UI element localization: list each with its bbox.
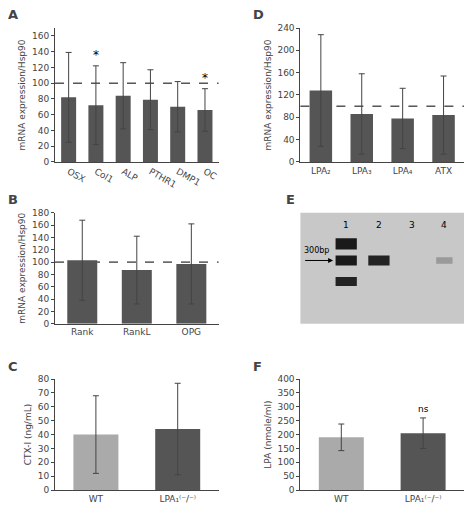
svg-text:200: 200 bbox=[277, 430, 294, 440]
svg-text:140: 140 bbox=[32, 233, 49, 243]
svg-text:LPA (nmole/ml): LPA (nmole/ml) bbox=[263, 400, 273, 468]
svg-text:RankL: RankL bbox=[123, 327, 151, 337]
svg-text:180: 180 bbox=[32, 208, 49, 218]
svg-text:120: 120 bbox=[32, 245, 49, 255]
svg-text:200: 200 bbox=[277, 45, 294, 55]
svg-text:300bp: 300bp bbox=[304, 246, 329, 255]
svg-text:100: 100 bbox=[277, 457, 294, 467]
svg-text:Rank: Rank bbox=[71, 327, 94, 337]
svg-text:Col1: Col1 bbox=[93, 166, 115, 185]
svg-text:160: 160 bbox=[32, 220, 49, 230]
svg-text:1: 1 bbox=[343, 220, 349, 230]
svg-text:120: 120 bbox=[32, 63, 49, 73]
svg-text:50: 50 bbox=[283, 471, 295, 481]
svg-text:OSX: OSX bbox=[65, 166, 86, 184]
svg-text:LPA₂: LPA₂ bbox=[311, 166, 331, 176]
svg-text:80: 80 bbox=[38, 94, 50, 104]
svg-text:LPA₁⁽⁻/⁻⁾: LPA₁⁽⁻/⁻⁾ bbox=[405, 494, 442, 504]
svg-text:80: 80 bbox=[283, 112, 295, 122]
svg-text:150: 150 bbox=[277, 444, 294, 454]
svg-text:*: * bbox=[202, 71, 208, 85]
svg-text:mRNA expression/Hsp90: mRNA expression/Hsp90 bbox=[17, 212, 27, 323]
svg-text:0: 0 bbox=[43, 157, 49, 167]
svg-text:E: E bbox=[286, 192, 295, 207]
svg-text:A: A bbox=[8, 7, 18, 22]
svg-text:60: 60 bbox=[38, 402, 50, 412]
svg-text:F: F bbox=[253, 359, 262, 374]
svg-text:D: D bbox=[253, 7, 264, 22]
svg-text:20: 20 bbox=[38, 307, 50, 317]
svg-text:DMP1: DMP1 bbox=[174, 166, 201, 188]
svg-text:B: B bbox=[8, 192, 18, 207]
svg-text:0: 0 bbox=[289, 485, 295, 495]
svg-text:400: 400 bbox=[277, 374, 294, 384]
svg-text:10: 10 bbox=[38, 471, 50, 481]
svg-text:100: 100 bbox=[32, 78, 49, 88]
svg-text:C: C bbox=[8, 359, 18, 374]
svg-text:ALP: ALP bbox=[120, 166, 140, 183]
svg-text:40: 40 bbox=[38, 294, 50, 304]
svg-text:2: 2 bbox=[376, 220, 382, 230]
svg-text:0: 0 bbox=[289, 157, 295, 167]
svg-text:OC: OC bbox=[202, 166, 219, 181]
svg-text:60: 60 bbox=[38, 110, 50, 120]
svg-text:PTHR1: PTHR1 bbox=[147, 166, 178, 189]
svg-text:140: 140 bbox=[32, 47, 49, 57]
svg-text:ATX: ATX bbox=[435, 166, 452, 176]
svg-text:40: 40 bbox=[38, 126, 50, 136]
svg-text:mRNA expression/Hsp90: mRNA expression/Hsp90 bbox=[263, 39, 273, 150]
svg-text:0: 0 bbox=[43, 485, 49, 495]
svg-text:250: 250 bbox=[277, 416, 294, 426]
svg-text:80: 80 bbox=[38, 374, 50, 384]
svg-text:*: * bbox=[93, 48, 99, 62]
svg-text:40: 40 bbox=[38, 430, 50, 440]
svg-text:30: 30 bbox=[38, 444, 50, 454]
svg-text:100: 100 bbox=[32, 257, 49, 267]
svg-text:70: 70 bbox=[38, 388, 50, 398]
svg-text:350: 350 bbox=[277, 388, 294, 398]
svg-text:OPG: OPG bbox=[182, 327, 202, 337]
svg-text:60: 60 bbox=[38, 282, 50, 292]
svg-text:LPA₃: LPA₃ bbox=[352, 166, 372, 176]
svg-text:40: 40 bbox=[283, 135, 295, 145]
svg-text:CTX-I (ng/mL): CTX-I (ng/mL) bbox=[23, 404, 33, 466]
svg-text:3: 3 bbox=[409, 220, 415, 230]
svg-text:50: 50 bbox=[38, 416, 50, 426]
svg-text:120: 120 bbox=[277, 90, 294, 100]
svg-text:mRNA expression/Hsp90: mRNA expression/Hsp90 bbox=[17, 39, 27, 150]
svg-text:WT: WT bbox=[89, 494, 104, 504]
svg-text:240: 240 bbox=[277, 23, 294, 33]
svg-text:80: 80 bbox=[38, 270, 50, 280]
svg-text:300: 300 bbox=[277, 402, 294, 412]
svg-text:160: 160 bbox=[277, 68, 294, 78]
svg-text:0: 0 bbox=[43, 319, 49, 329]
svg-text:LPA₁⁽⁻/⁻⁾: LPA₁⁽⁻/⁻⁾ bbox=[159, 494, 196, 504]
svg-text:20: 20 bbox=[38, 141, 50, 151]
svg-text:160: 160 bbox=[32, 31, 49, 41]
svg-text:20: 20 bbox=[38, 457, 50, 467]
svg-text:4: 4 bbox=[441, 220, 447, 230]
svg-text:LPA₄: LPA₄ bbox=[393, 166, 413, 176]
svg-text:WT: WT bbox=[334, 494, 349, 504]
svg-text:ns: ns bbox=[418, 404, 429, 414]
